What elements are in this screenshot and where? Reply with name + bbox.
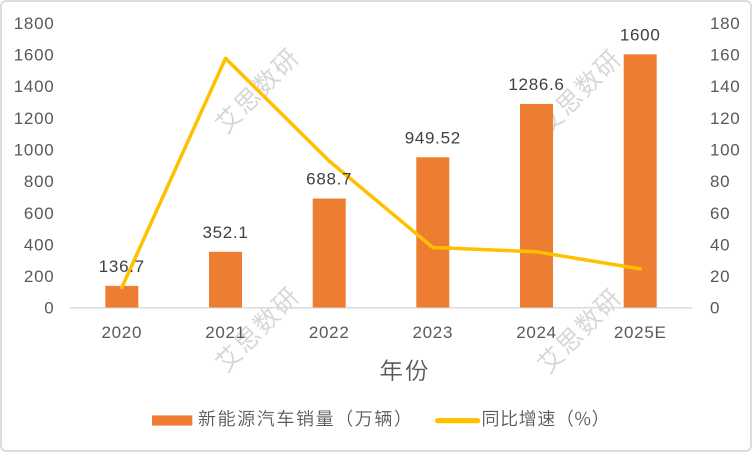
- svg-text:352.1: 352.1: [202, 223, 248, 242]
- svg-text:40: 40: [710, 235, 730, 254]
- svg-text:800: 800: [24, 172, 54, 191]
- svg-text:60: 60: [710, 204, 730, 223]
- svg-text:200: 200: [24, 267, 54, 286]
- svg-text:120: 120: [710, 109, 740, 128]
- svg-text:1800: 1800: [14, 14, 55, 33]
- svg-text:180: 180: [710, 14, 740, 33]
- svg-text:0: 0: [710, 299, 720, 318]
- svg-text:2021: 2021: [205, 323, 246, 342]
- svg-text:2025E: 2025E: [614, 323, 667, 342]
- svg-text:2020: 2020: [101, 323, 142, 342]
- svg-text:2022: 2022: [309, 323, 350, 342]
- svg-text:1600: 1600: [620, 26, 661, 45]
- svg-text:1400: 1400: [14, 77, 55, 96]
- svg-text:1600: 1600: [14, 46, 55, 65]
- svg-text:400: 400: [24, 235, 54, 254]
- svg-text:1200: 1200: [14, 109, 55, 128]
- svg-text:100: 100: [710, 141, 740, 160]
- svg-text:140: 140: [710, 77, 740, 96]
- svg-text:136.7: 136.7: [99, 257, 145, 276]
- svg-text:688.7: 688.7: [306, 170, 352, 189]
- svg-text:80: 80: [710, 172, 730, 191]
- svg-text:1000: 1000: [14, 141, 55, 160]
- svg-text:2023: 2023: [412, 323, 453, 342]
- svg-text:20: 20: [710, 267, 730, 286]
- svg-text:0: 0: [44, 299, 54, 318]
- svg-text:160: 160: [710, 46, 740, 65]
- svg-text:1286.6: 1286.6: [508, 75, 564, 94]
- svg-text:949.52: 949.52: [405, 129, 461, 148]
- svg-text:2024: 2024: [516, 323, 557, 342]
- svg-text:600: 600: [24, 204, 54, 223]
